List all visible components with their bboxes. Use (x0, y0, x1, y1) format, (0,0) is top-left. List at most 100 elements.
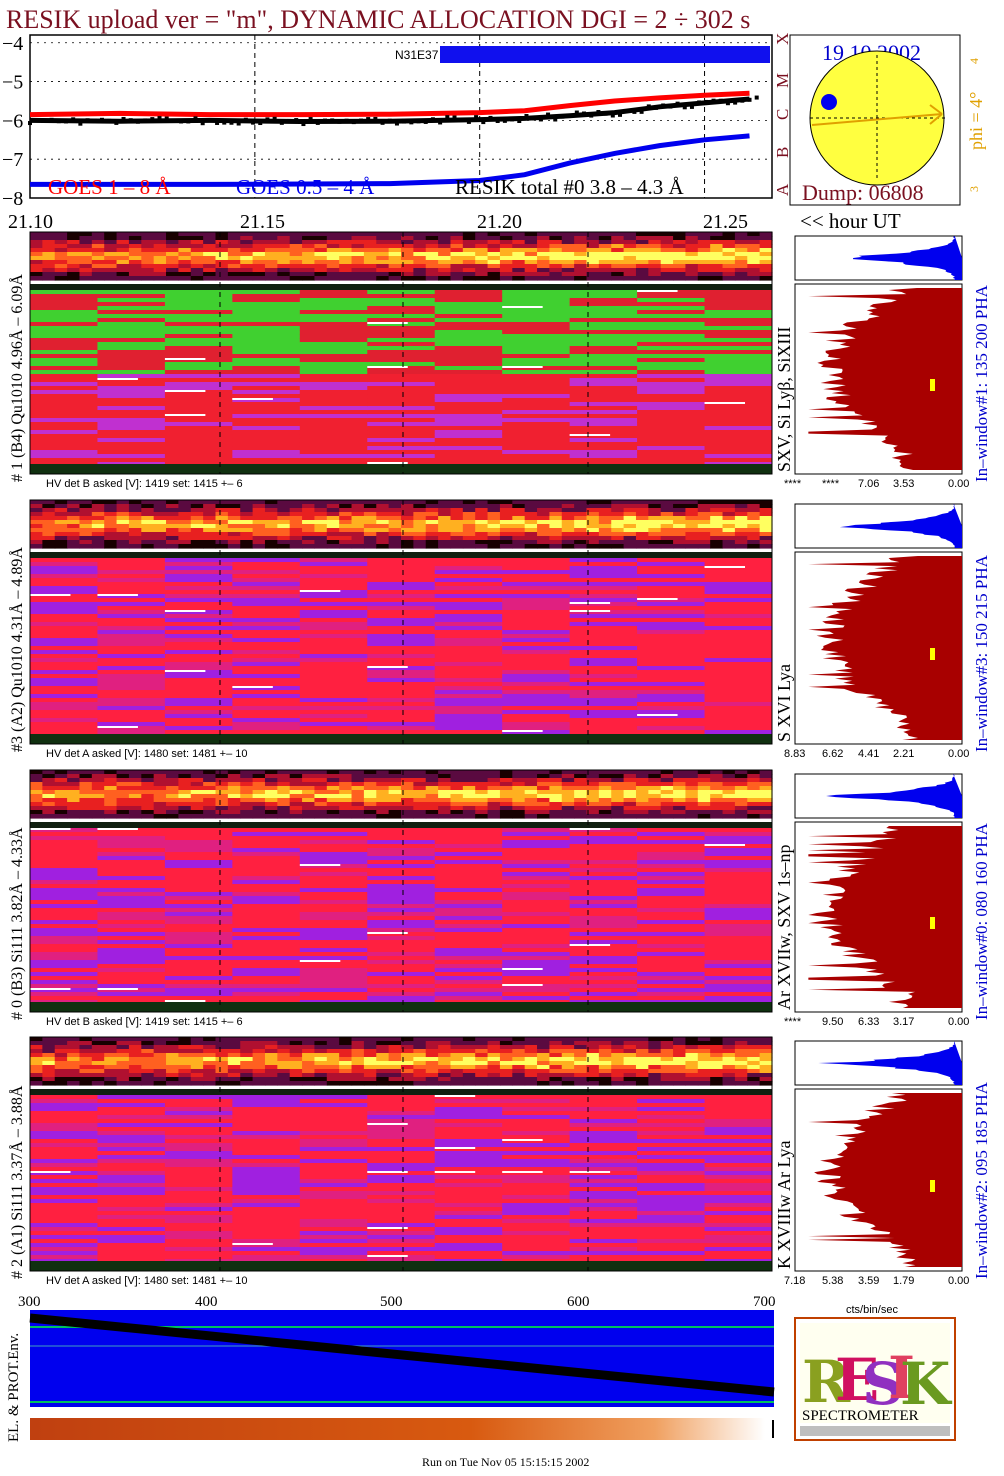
spectrum-cell (232, 1219, 301, 1224)
spectrum-cell (232, 346, 301, 351)
heat-cell (623, 1049, 637, 1054)
spectrum-cell (704, 450, 773, 455)
heat-cell (574, 268, 588, 273)
heat-cell (277, 248, 291, 253)
heat-cell (30, 1049, 43, 1054)
heat-cell (611, 806, 625, 811)
heat-cell (42, 528, 56, 533)
spectrum-cell (299, 1239, 368, 1244)
heat-cell (574, 782, 588, 787)
heat-cell (153, 236, 167, 241)
heat-cell (67, 1081, 81, 1086)
spectrum-cell (704, 832, 773, 837)
heat-cell (128, 544, 142, 549)
heat-cell (104, 794, 118, 799)
spectrum-cell (704, 570, 773, 575)
spectrum-cell (30, 920, 98, 925)
spectrum-cell (704, 386, 773, 391)
spectrum-cell (30, 610, 98, 615)
spectrum-cell (232, 422, 301, 427)
spectrum-cell (164, 1151, 233, 1156)
heat-cell (710, 1053, 724, 1058)
spectrum-cell (704, 562, 773, 567)
spectrum-cell (569, 646, 638, 651)
spectrum-cell (704, 338, 773, 343)
heat-cell (153, 1049, 167, 1054)
spectrum-cell (704, 342, 773, 347)
spectrum-cell (299, 298, 368, 303)
spectrum-cell (164, 386, 233, 391)
heat-cell (351, 798, 365, 803)
heat-cell (227, 1081, 241, 1086)
heat-cell (141, 1037, 155, 1042)
heat-cell (289, 1081, 303, 1086)
heat-cell (697, 806, 711, 811)
spectrum-cell (502, 936, 571, 941)
heat-cell (734, 256, 748, 261)
spectrum-cell (97, 654, 166, 659)
heat-cell (351, 244, 365, 249)
flare-label: N31E37 (395, 48, 439, 62)
heat-cell (289, 264, 303, 269)
spectrum-cell (502, 442, 571, 447)
spectrum-cell (502, 566, 571, 571)
spectrum-cell (569, 450, 638, 455)
heat-cell (314, 260, 328, 265)
spectrum-cell (367, 450, 436, 455)
heat-cell (660, 512, 674, 517)
spectrum-cell (30, 378, 98, 383)
heat-cell (499, 1061, 513, 1066)
heat-cell (524, 770, 538, 775)
spectrum-cell (30, 590, 98, 595)
heat-cell (685, 770, 699, 775)
heat-cell (252, 256, 266, 261)
heat-cell (264, 794, 278, 799)
heat-cell (376, 1069, 390, 1074)
heat-cell (264, 248, 278, 253)
heat-cell (660, 500, 674, 505)
spectrum-cell (232, 1167, 301, 1172)
heat-cell (747, 814, 761, 819)
heat-cell (512, 1065, 526, 1070)
spectrum-cell (434, 602, 503, 607)
spectrum-cell (569, 434, 638, 439)
spectrum-cell (502, 980, 571, 985)
spectrum-cell (164, 706, 233, 711)
heat-cell (586, 774, 600, 779)
heat-cell (252, 1037, 266, 1042)
heat-cell (512, 1045, 526, 1050)
heat-cell (339, 524, 353, 529)
spectrum-cell (30, 398, 98, 403)
heat-cell (339, 276, 353, 281)
spectrum-cell (704, 370, 773, 375)
heat-cell (660, 232, 674, 237)
spectrum-cell (164, 626, 233, 631)
heat-cell (450, 536, 464, 541)
heat-cell (611, 544, 625, 549)
heat-cell (673, 256, 687, 261)
spectrum-cell (232, 666, 301, 671)
heat-cell (586, 1057, 600, 1062)
spectrum-cell (637, 562, 706, 567)
heat-cell (240, 814, 254, 819)
heat-cell (363, 1037, 377, 1042)
spectrum-cell (569, 570, 638, 575)
spectrum-cell (502, 960, 571, 965)
heat-cell (277, 512, 291, 517)
heat-cell (475, 1057, 489, 1062)
heat-cell (635, 778, 649, 783)
heat-cell (302, 802, 316, 807)
spectrum-cell (97, 446, 166, 451)
heat-cell (351, 540, 365, 545)
spectrum-cell (232, 386, 301, 391)
spectrum-cell (704, 678, 773, 683)
spectrum-cell (637, 374, 706, 379)
heat-cell (326, 536, 340, 541)
heat-cell (277, 240, 291, 245)
spectrum-cell (704, 908, 773, 913)
goes-y-tick-label: −6 (2, 110, 23, 132)
heat-cell (67, 512, 81, 517)
spectrum-cell (502, 410, 571, 415)
spectrum-cell (232, 992, 301, 997)
spectrum-cell (232, 828, 301, 833)
